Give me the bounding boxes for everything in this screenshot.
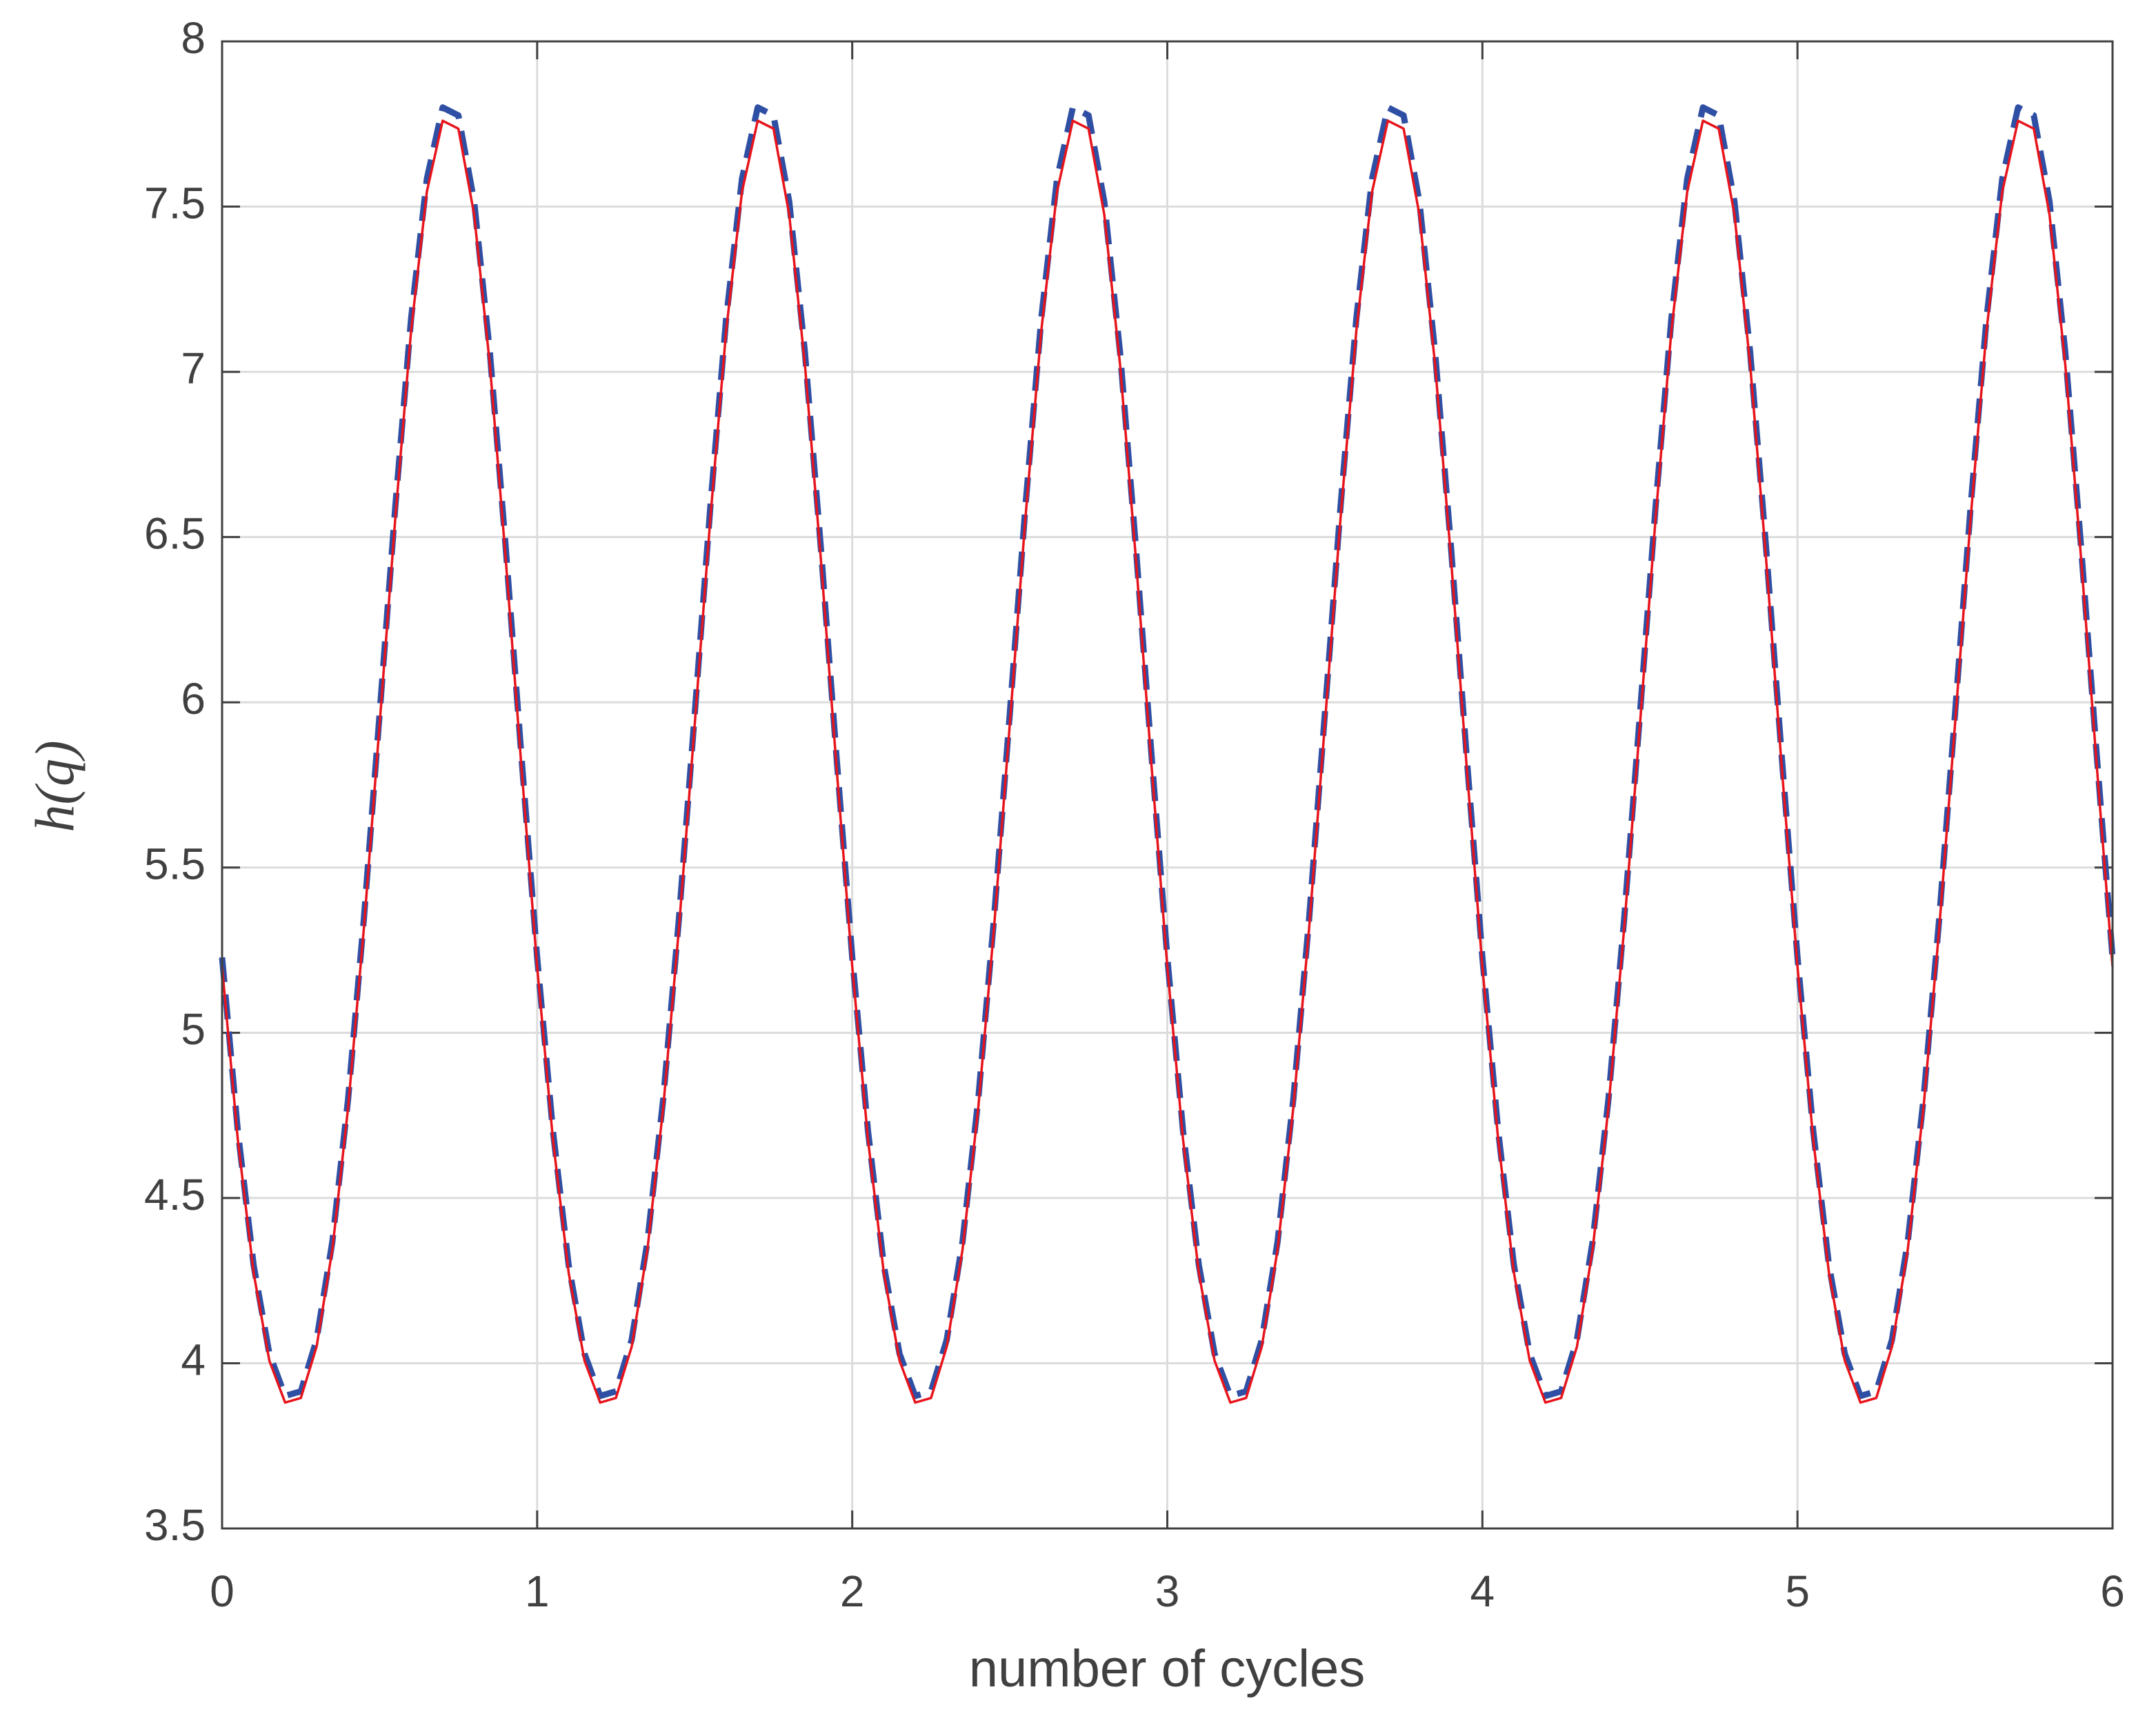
y-tick-label: 5.5	[144, 839, 206, 889]
y-tick-label: 8	[181, 13, 206, 63]
y-tick-label: 7	[181, 343, 206, 393]
x-axis-label: number of cycles	[969, 1640, 1365, 1698]
y-tick-label: 6.5	[144, 509, 206, 559]
x-tick-label: 0	[210, 1566, 234, 1616]
axes-box	[221, 40, 2114, 1530]
y-tick-label: 7.5	[144, 178, 206, 228]
x-tick-label: 3	[1155, 1566, 1180, 1616]
y-tick-label: 6	[181, 674, 206, 724]
x-tick-label: 5	[1785, 1566, 1810, 1616]
y-tick-label: 5	[181, 1004, 206, 1054]
x-tick-label: 1	[525, 1566, 550, 1616]
x-tick-label: 2	[840, 1566, 865, 1616]
x-tick-label: 6	[2100, 1566, 2125, 1616]
series-line	[221, 119, 2114, 1404]
y-axis-label: h(q)	[25, 740, 86, 832]
y-tick-label: 4.5	[144, 1170, 206, 1219]
y-tick-label: 4	[181, 1335, 206, 1384]
y-tick-label: 3.5	[144, 1500, 206, 1550]
x-tick-label: 4	[1470, 1566, 1495, 1616]
